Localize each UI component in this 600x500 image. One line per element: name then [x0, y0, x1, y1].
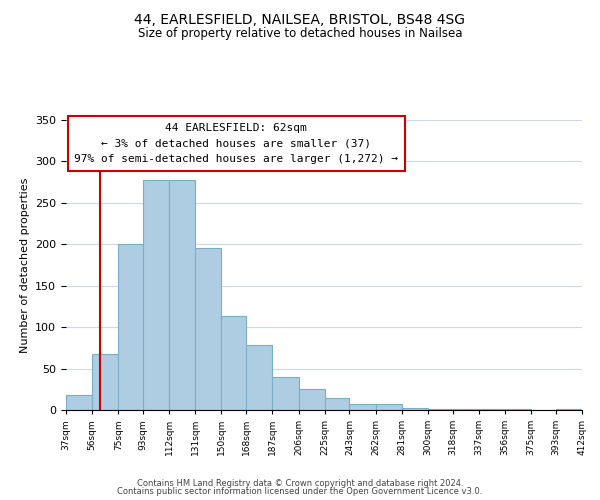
Bar: [325, 398, 349, 410]
Bar: [556, 409, 582, 410]
Text: Size of property relative to detached houses in Nailsea: Size of property relative to detached ho…: [138, 28, 462, 40]
Bar: [402, 408, 428, 410]
Y-axis label: Number of detached properties: Number of detached properties: [20, 178, 29, 352]
Bar: [428, 409, 452, 410]
Text: 44, EARLESFIELD, NAILSEA, BRISTOL, BS48 4SG: 44, EARLESFIELD, NAILSEA, BRISTOL, BS48 …: [134, 12, 466, 26]
Bar: [272, 377, 299, 410]
Bar: [299, 390, 325, 410]
Bar: [376, 404, 402, 410]
Bar: [169, 180, 196, 410]
Bar: [92, 354, 118, 410]
Bar: [479, 409, 505, 410]
Bar: [118, 244, 143, 410]
Text: Contains HM Land Registry data © Crown copyright and database right 2024.: Contains HM Land Registry data © Crown c…: [137, 478, 463, 488]
Bar: [246, 344, 272, 410]
Bar: [221, 316, 246, 410]
Bar: [66, 395, 92, 410]
Text: 44 EARLESFIELD: 62sqm
← 3% of detached houses are smaller (37)
97% of semi-detac: 44 EARLESFIELD: 62sqm ← 3% of detached h…: [74, 123, 398, 164]
Text: Contains public sector information licensed under the Open Government Licence v3: Contains public sector information licen…: [118, 487, 482, 496]
Bar: [452, 409, 479, 410]
Bar: [505, 409, 531, 410]
Bar: [143, 180, 169, 410]
Bar: [196, 248, 221, 410]
Bar: [349, 404, 376, 410]
